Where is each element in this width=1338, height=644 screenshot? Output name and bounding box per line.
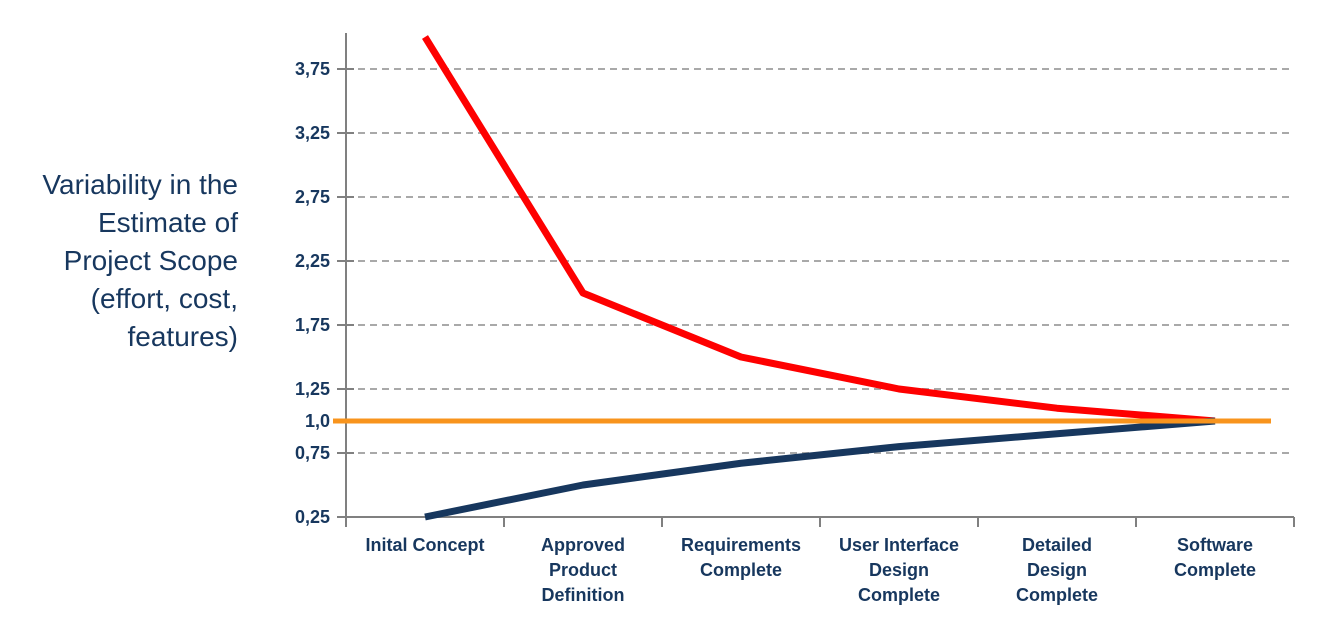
y-tick-label: 3,25 bbox=[295, 123, 330, 143]
x-category-label-line: Complete bbox=[1016, 585, 1098, 605]
x-category-label-line: Complete bbox=[700, 560, 782, 580]
x-category-label-line: Design bbox=[1027, 560, 1087, 580]
upper-variability-line bbox=[422, 35, 1216, 425]
y-tick-label: 1,25 bbox=[295, 379, 330, 399]
y-tick-label: 1,0 bbox=[305, 411, 330, 431]
lower-variability-line bbox=[424, 417, 1216, 521]
x-category-label: Software Complete bbox=[1174, 535, 1256, 580]
y-tick-label: 1,75 bbox=[295, 315, 330, 335]
x-category-label: User Interface Design Complete bbox=[839, 535, 959, 605]
y-axis-title-line: Project Scope bbox=[63, 245, 238, 276]
y-tick-label: 2,25 bbox=[295, 251, 330, 271]
x-category-label-line: Approved bbox=[541, 535, 625, 555]
x-category-label-line: Complete bbox=[858, 585, 940, 605]
y-axis-title-line: features) bbox=[127, 321, 239, 352]
x-category-label: Detailed Design Complete bbox=[1016, 535, 1098, 605]
x-category-label-line: Complete bbox=[1174, 560, 1256, 580]
y-tick-label: 0,75 bbox=[295, 443, 330, 463]
x-category-label-line: Software bbox=[1177, 535, 1253, 555]
x-category-label-line: Definition bbox=[542, 585, 625, 605]
y-tick-label: 3,75 bbox=[295, 59, 330, 79]
y-axis-title-line: Estimate of bbox=[97, 207, 238, 238]
x-category-label: Requirements Complete bbox=[681, 535, 801, 580]
x-category-label-line: User Interface bbox=[839, 535, 959, 555]
y-axis-title-line: (effort, cost, bbox=[90, 283, 238, 314]
x-category-label-line: Detailed bbox=[1022, 535, 1092, 555]
y-axis-title-line: Variability in the bbox=[42, 169, 238, 200]
x-category-label: Approved Product Definition bbox=[541, 535, 625, 605]
x-category-label-line: Requirements bbox=[681, 535, 801, 555]
y-axis-title: Variability in the Estimate of Project Sco… bbox=[0, 166, 238, 356]
y-tick-label: 2,75 bbox=[295, 187, 330, 207]
x-category-label-line: Design bbox=[869, 560, 929, 580]
x-category-label-line: Product bbox=[549, 560, 617, 580]
x-category-label-line: Inital Concept bbox=[365, 535, 484, 555]
x-category-label: Inital Concept bbox=[365, 535, 484, 555]
y-tick-label: 0,25 bbox=[295, 507, 330, 527]
